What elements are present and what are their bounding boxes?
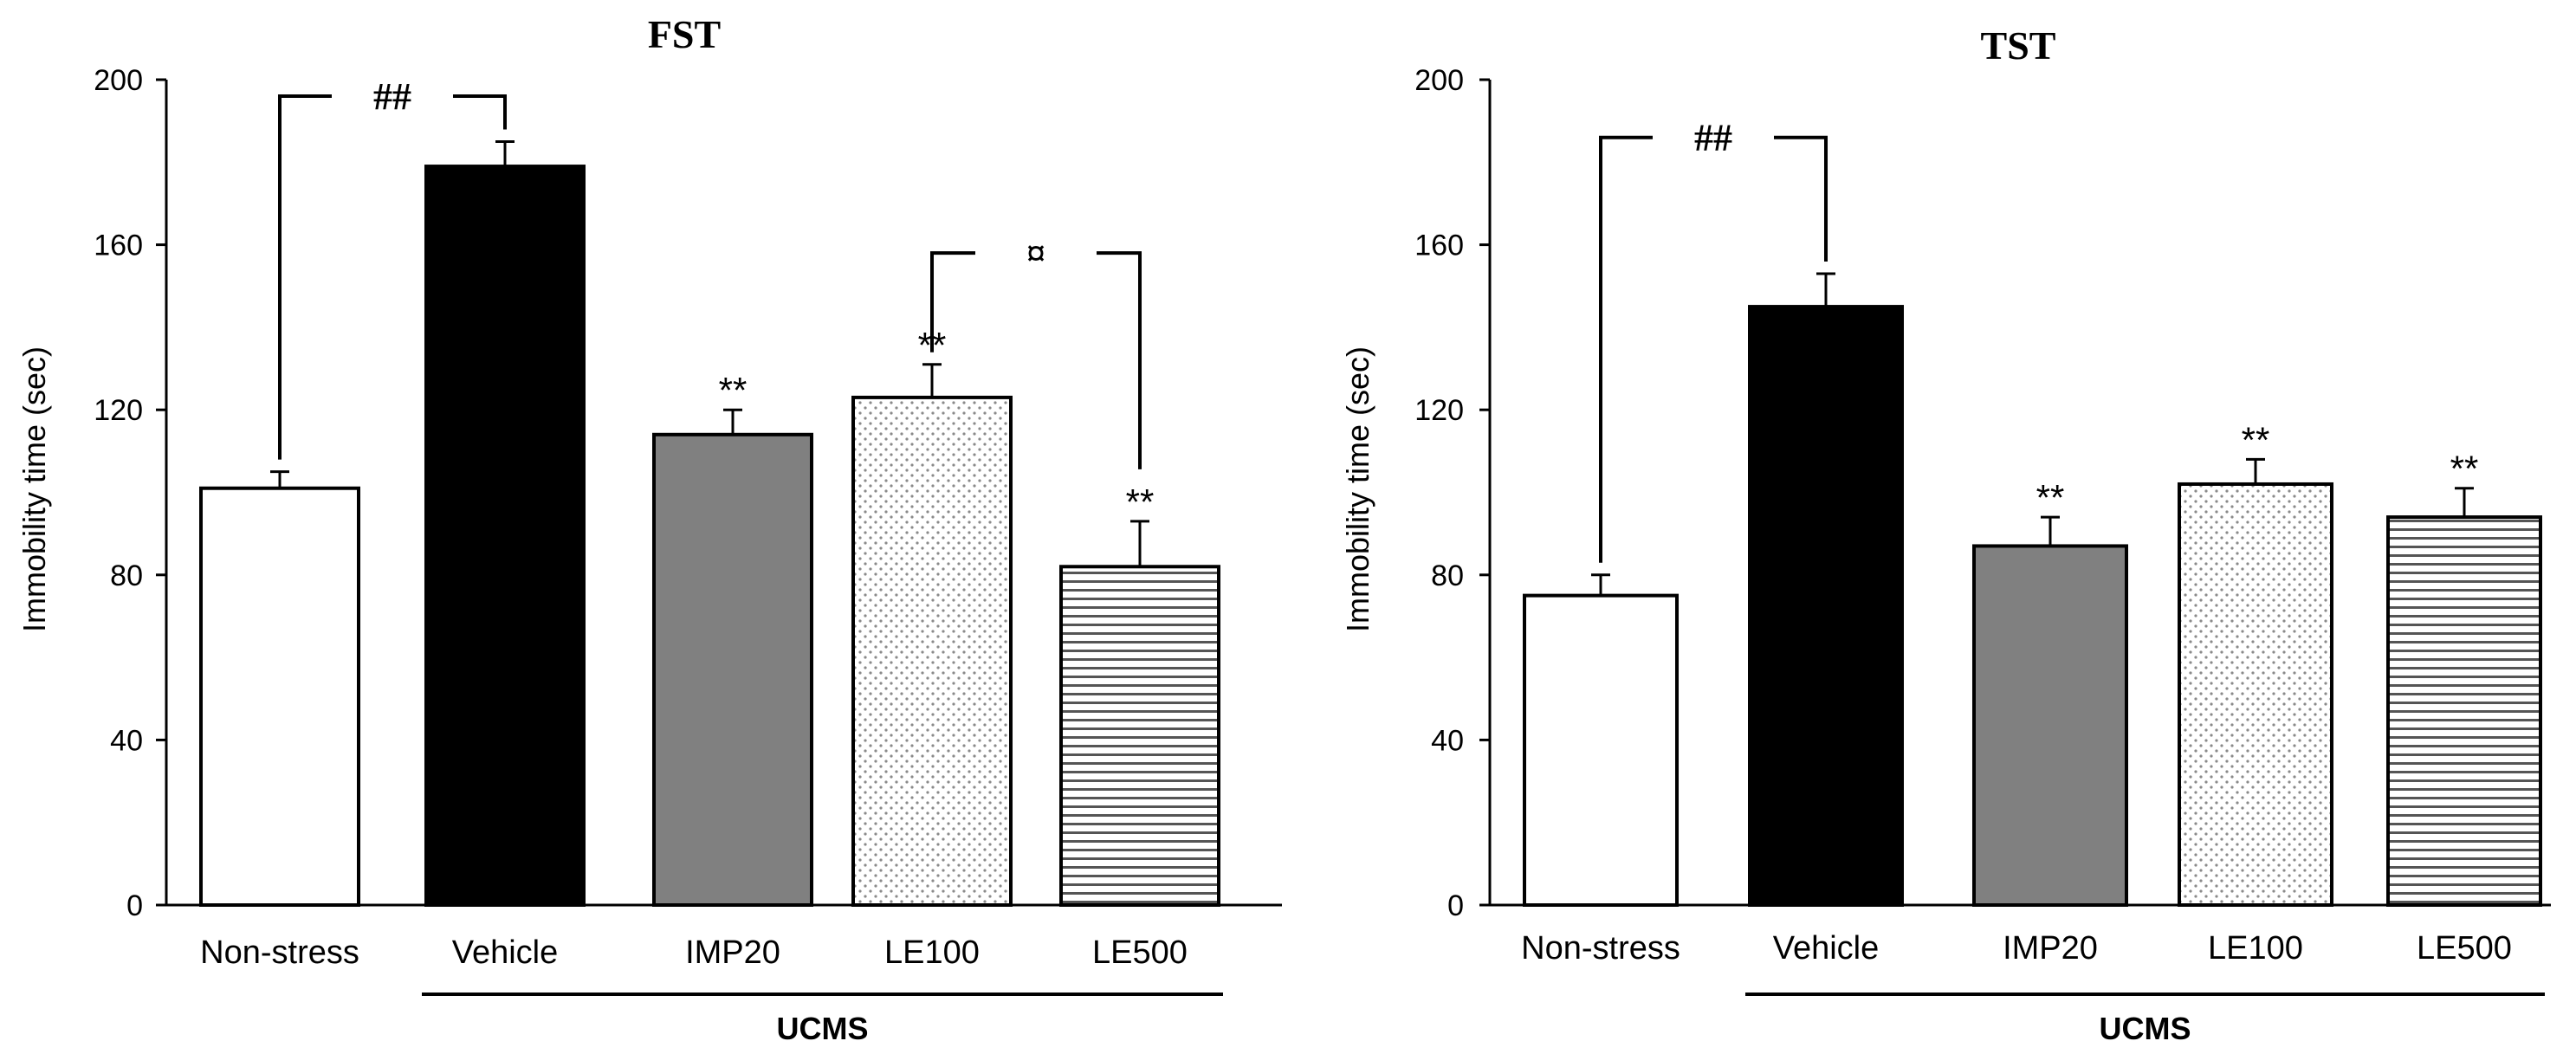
chart-title: TST xyxy=(1981,23,2056,68)
y-tick-label: 40 xyxy=(110,724,143,757)
group-label: UCMS xyxy=(2100,1011,2191,1046)
group-label: UCMS xyxy=(777,1011,869,1046)
y-tick-label: 0 xyxy=(1447,889,1464,922)
bar-vehicle xyxy=(424,165,586,907)
significance-label: ** xyxy=(2242,419,2270,460)
group-bracket-ucms: UCMS xyxy=(1745,993,2545,1046)
y-ticks: 0 40 80 120 160 200 xyxy=(94,64,166,922)
errorbar xyxy=(1816,272,1835,307)
chart-tst: TST Immobility time (sec) 0 40 80 120 16… xyxy=(1340,23,2551,1046)
significance-label: ** xyxy=(2450,449,2479,489)
errorbar xyxy=(922,363,942,398)
comparison-label: ## xyxy=(373,75,411,118)
bar-non-stress xyxy=(1523,593,1679,907)
x-tick-label: IMP20 xyxy=(685,934,780,971)
y-tick-label: 0 xyxy=(126,889,143,922)
errorbar xyxy=(2455,487,2474,518)
errorbars xyxy=(1591,272,2474,596)
x-tick-label: LE500 xyxy=(2417,930,2512,967)
significance-labels: ** ** ** xyxy=(2036,419,2479,518)
errorbar xyxy=(2041,515,2060,546)
y-tick-label: 80 xyxy=(1431,559,1464,592)
x-tick-label: Non-stress xyxy=(200,934,359,971)
group-bracket-ucms: UCMS xyxy=(422,993,1223,1046)
errorbar xyxy=(2246,457,2265,484)
y-tick-label: 120 xyxy=(94,394,143,427)
bar-imp20 xyxy=(1972,544,2128,907)
significance-labels: ** ** ** xyxy=(719,325,1155,522)
y-tick-label: 200 xyxy=(94,64,143,97)
chart-title: FST xyxy=(648,12,721,56)
bar-le100 xyxy=(851,395,1013,907)
x-tick-label: Vehicle xyxy=(452,934,559,971)
x-tick-label: Non-stress xyxy=(1521,930,1680,967)
x-tick-labels: Non-stress Vehicle IMP20 LE100 LE500 xyxy=(200,934,1188,971)
y-axis-label: Immobility time (sec) xyxy=(16,346,52,632)
x-tick-label: Vehicle xyxy=(1773,930,1880,967)
chart-fst: FST Immobility time (sec) 0 40 80 120 16… xyxy=(16,12,1282,1046)
comparison-label: ¤ xyxy=(1026,232,1045,275)
x-tick-label: LE100 xyxy=(2208,930,2303,967)
errorbar xyxy=(495,139,515,167)
comparison-bracket: ## xyxy=(278,75,507,460)
y-tick-label: 120 xyxy=(1414,394,1464,427)
y-ticks: 0 40 80 120 160 200 xyxy=(1414,64,1490,922)
y-tick-label: 160 xyxy=(94,230,143,262)
bar-vehicle xyxy=(1748,305,1904,907)
y-tick-label: 40 xyxy=(1431,724,1464,757)
significance-label: ** xyxy=(1126,482,1155,522)
significance-label: ** xyxy=(2036,477,2065,518)
errorbar xyxy=(1591,573,1610,596)
bars xyxy=(199,165,1220,908)
bar-imp20 xyxy=(652,432,813,908)
comparison-bracket: ## xyxy=(1599,117,1828,563)
y-tick-label: 80 xyxy=(110,559,143,592)
errorbar xyxy=(723,408,742,435)
bar-le500 xyxy=(2386,515,2542,908)
bar-le500 xyxy=(1059,565,1220,908)
bars xyxy=(1523,305,2542,908)
errorbar xyxy=(270,470,289,488)
y-axis-label: Immobility time (sec) xyxy=(1340,346,1375,632)
x-tick-label: IMP20 xyxy=(2003,930,2098,967)
x-tick-label: LE500 xyxy=(1092,934,1188,971)
y-tick-label: 160 xyxy=(1414,230,1464,262)
comparison-label: ## xyxy=(1694,117,1732,159)
x-tick-labels: Non-stress Vehicle IMP20 LE100 LE500 xyxy=(1521,930,2512,967)
y-tick-label: 200 xyxy=(1414,64,1464,97)
errorbars xyxy=(270,139,1149,567)
bar-le100 xyxy=(2178,482,2333,907)
x-tick-label: LE100 xyxy=(884,934,980,971)
bar-non-stress xyxy=(199,486,360,907)
errorbar xyxy=(1130,520,1149,567)
significance-label: ** xyxy=(719,370,748,411)
comparison-bracket: ¤ xyxy=(930,232,1142,469)
